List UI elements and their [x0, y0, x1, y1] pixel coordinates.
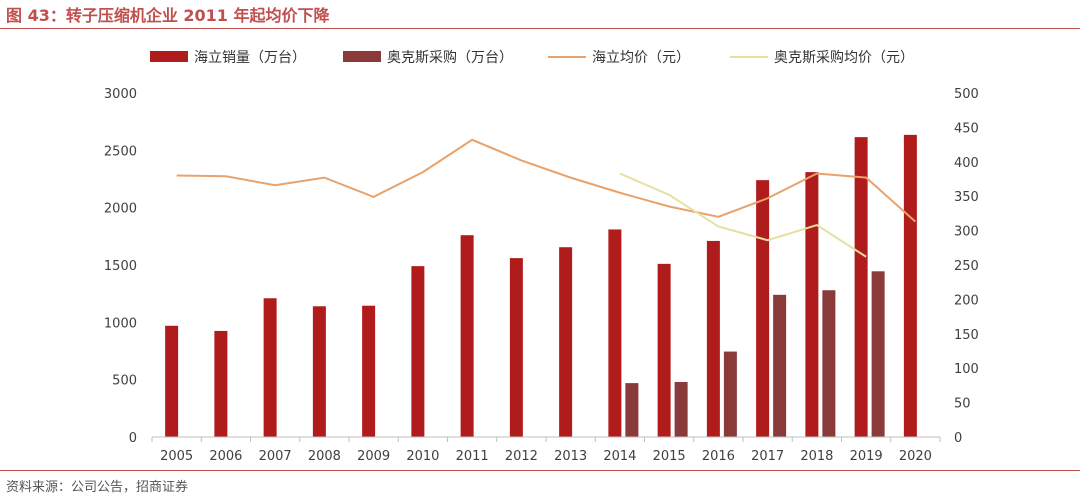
- bar-series: [165, 134, 917, 437]
- legend-label: 海立均价（元）: [592, 50, 690, 66]
- x-tick-label: 2008: [308, 449, 341, 464]
- left-tick-label: 500: [112, 374, 137, 389]
- left-tick-label: 1500: [104, 259, 137, 274]
- right-tick-label: 200: [954, 293, 979, 308]
- x-tick-label: 2018: [800, 449, 833, 464]
- x-tick-label: 2010: [406, 449, 439, 464]
- left-tick-label: 2500: [104, 144, 137, 159]
- x-tick-label: 2007: [259, 449, 292, 464]
- bar-haili-sales: [411, 266, 425, 437]
- bar-aux-purchase: [773, 294, 787, 437]
- x-tick-label: 2011: [456, 449, 489, 464]
- bar-haili-sales: [509, 258, 523, 437]
- bar-aux-purchase: [871, 271, 885, 437]
- bar-aux-purchase: [625, 383, 639, 437]
- bar-haili-sales: [312, 306, 326, 437]
- line-haili-avg-price: [176, 138, 917, 223]
- right-tick-label: 450: [954, 121, 979, 136]
- x-axis: 2005 2006 2007 2008 2009 2010 2011 2012 2013 2014…: [151, 436, 941, 464]
- legend-label: 奥克斯采购均价（元）: [774, 49, 914, 66]
- bar-haili-sales: [854, 137, 868, 437]
- left-tick-label: 2000: [104, 202, 137, 217]
- x-tick-label: 2019: [850, 449, 883, 464]
- right-axis-ticks: 0 50 100 150 200 250 300 350 400 450 500: [954, 87, 979, 446]
- legend-label: 奥克斯采购（万台）: [387, 49, 513, 66]
- bar-aux-purchase: [723, 351, 737, 437]
- bar-haili-sales: [559, 247, 573, 437]
- bar-haili-sales: [214, 330, 228, 437]
- bar-haili-sales: [805, 172, 819, 437]
- bar-haili-sales: [263, 298, 277, 437]
- x-tick-label: 2005: [160, 449, 193, 464]
- right-tick-label: 500: [954, 87, 979, 102]
- legend-label: 海立销量（万台）: [194, 50, 306, 66]
- chart-legend: 海立销量（万台） 奥克斯采购（万台） 海立均价（元） 奥克斯采购均价（元）: [150, 49, 914, 66]
- right-tick-label: 350: [954, 190, 979, 205]
- title-divider: [0, 28, 1080, 29]
- legend-swatch: [150, 51, 188, 62]
- bar-haili-sales: [460, 235, 474, 437]
- bar-haili-sales: [657, 263, 671, 437]
- footer-divider: [0, 470, 1080, 471]
- left-tick-label: 1000: [104, 316, 137, 331]
- bar-haili-sales: [903, 134, 917, 437]
- bar-haili-sales: [756, 180, 770, 437]
- right-tick-label: 300: [954, 225, 979, 240]
- bar-haili-sales: [362, 305, 376, 437]
- left-tick-label: 0: [129, 431, 137, 446]
- left-axis-ticks: 0 500 1000 1500 2000 2500 3000: [104, 87, 137, 446]
- bar-aux-purchase: [822, 290, 836, 437]
- x-tick-label: 2012: [505, 449, 538, 464]
- right-tick-label: 150: [954, 328, 979, 343]
- x-tick-label: 2016: [702, 449, 735, 464]
- x-tick-label: 2013: [554, 449, 587, 464]
- figure-title: 图 43：转子压缩机企业 2011 年起均价下降: [6, 6, 330, 25]
- combo-chart: 海立销量（万台） 奥克斯采购（万台） 海立均价（元） 奥克斯采购均价（元） 05001…: [104, 49, 979, 464]
- legend-swatch: [343, 51, 381, 62]
- bar-haili-sales: [165, 325, 179, 437]
- x-tick-label: 2015: [653, 449, 686, 464]
- left-tick-label: 3000: [104, 87, 137, 102]
- x-tick-label: 2009: [357, 449, 390, 464]
- source-note: 资料来源：公司公告，招商证券: [6, 480, 189, 495]
- line-aux-avg-price: [619, 172, 867, 258]
- bar-haili-sales: [706, 240, 720, 437]
- x-tick-label: 2014: [603, 449, 636, 464]
- bar-aux-purchase: [674, 381, 688, 437]
- x-tick-label: 2017: [751, 449, 784, 464]
- line-series: [176, 138, 917, 258]
- right-tick-label: 400: [954, 156, 979, 171]
- right-tick-label: 50: [954, 397, 971, 412]
- x-tick-label: 2006: [209, 449, 242, 464]
- bar-haili-sales: [608, 229, 622, 437]
- right-tick-label: 100: [954, 362, 979, 377]
- x-tick-label: 2020: [899, 449, 932, 464]
- right-tick-label: 0: [954, 431, 962, 446]
- right-tick-label: 250: [954, 259, 979, 274]
